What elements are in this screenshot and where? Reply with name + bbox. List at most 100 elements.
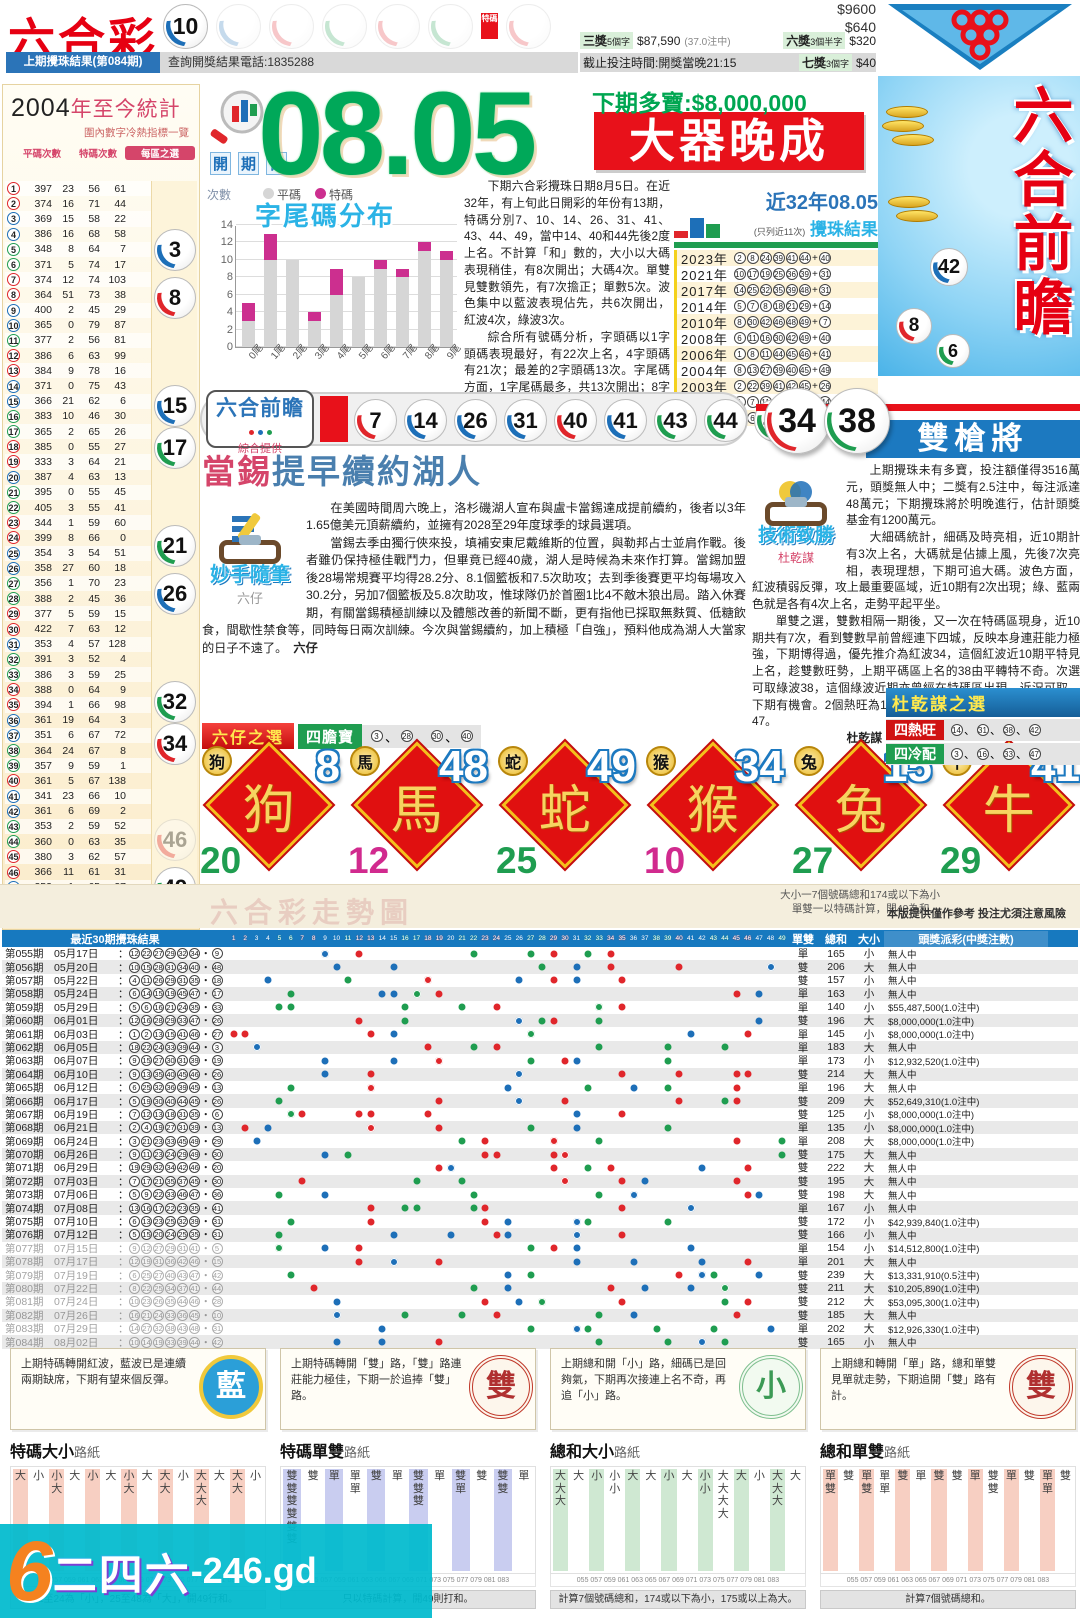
circled-number: 48 [211,961,223,973]
draw-date: 07月15日 [54,1242,99,1255]
matrix-column-number: 40 [675,935,683,942]
circled-number: 31 [819,284,832,296]
result-cell: 雙 [797,1216,809,1229]
stats-row: 43 353 2 59 52 [5,818,153,835]
circled-number: 3 [950,748,963,760]
matrix-column-number: 11 [344,935,352,942]
stats-value: 364 [34,288,52,301]
zodiac-badge: 猴 [646,746,676,776]
number-dot [721,1097,729,1105]
trend-grid: 單雙雙單雙單單雙單雙雙單雙雙單雙單單雙 [820,1466,1076,1574]
stats-value: 16 [114,364,126,377]
circled-number: 44 [189,1041,200,1053]
prize3-value: $87,590 [637,33,681,48]
number-dot [573,976,581,984]
matrix-column-number: 43 [709,935,718,942]
special-number-dot [515,1016,524,1025]
stats-value: 15 [62,212,74,225]
period-label: 第069期 [5,1135,44,1148]
circled-number: 46 [189,1028,200,1040]
period-label: 第071期 [5,1162,44,1175]
lottery-ball: 6 [936,334,970,368]
result-cell: 單 [797,1082,809,1095]
number-dot [573,1244,581,1252]
circled-number: 46 [772,316,785,328]
matrix-column-number: 4 [266,935,270,942]
period-label: 第065期 [5,1082,44,1095]
result-cell: $8,000,000(1.0注中) [888,1123,975,1135]
draw-date: 05月20日 [54,961,99,974]
seal-stamp-icon: 小 [739,1355,803,1419]
stats-value: 67 [88,774,100,787]
stats-value: 3 [68,653,74,666]
lottery-ball [322,3,367,49]
circled-number: 6 [211,1108,223,1120]
lottery-ball: 38 [824,388,890,454]
year-label: 2014年 [681,299,728,315]
number-dot [367,1070,375,1078]
stats-value: 38 [114,288,126,301]
mini-chart-icon [674,218,720,240]
stats-value: 59 [88,759,100,772]
liuzai-picks-label: 六仔之選 [202,723,295,749]
number-dot [527,950,535,958]
circled-number: 13 [211,1122,223,1134]
circled-number: 10 [733,268,746,280]
stats-value: 6 [68,805,74,818]
matrix-column-number: 10 [332,935,341,942]
result-cell: 175 [827,1148,845,1161]
stats-row: 29 377 5 59 15 [5,606,153,622]
circled-number: 26 [211,1095,223,1107]
dot-matrix-cell [228,1188,788,1201]
circled-number: 15 [211,1256,223,1268]
result-cell: 小 [863,1055,875,1068]
circled-number: 43 [177,1269,188,1281]
stats-value: 0 [120,531,126,544]
result-cell: $55,487,500(1.0注中) [888,1003,980,1015]
stats-value: 55 [88,486,100,499]
circled-number: 11 [141,974,152,986]
circled-number: 16 [141,1202,152,1214]
panel-note: 上期特碼轉開「雙」路，「雙」路連莊能力極佳，下期一於追捧「雙」路。雙 [280,1348,536,1430]
number-dot [630,1084,638,1092]
number-dot [618,1177,626,1185]
circled-number: 10 [211,1309,223,1321]
circled-number: 42 [785,332,798,344]
matrix-column-number: 30 [561,935,569,942]
number-dot [778,1151,786,1159]
circled-number: 29 [165,948,176,960]
number-dot [618,1070,626,1078]
result-cell: 大 [863,1282,875,1295]
draw-result-row: 第069期 06月24日： 3 21 23 33 45 49 ・ 29 單 208 大 $8,000,00… [2,1134,1078,1148]
dot-matrix-cell [228,1255,788,1268]
panel-caption: 計算7個號碼總和，174或以下為小，175或以上為大。 [550,1590,806,1609]
number-dot [470,950,478,958]
watermark-title: 六合彩走勢圖 [210,897,415,928]
forecast-paragraph: 下期六合彩攪珠日期8月5日。在近32年，有上旬此日開彩的年份有13期，特碼分別7… [464,179,670,327]
circled-number: 22 [141,1041,152,1053]
number-ball: 18 [7,440,20,454]
number-dot [367,1110,375,1118]
drawn-numbers: ： 3 21 23 33 45 49 ・ 29 [118,1135,223,1148]
number-dot [584,1164,592,1172]
zodiac-figure: 馬 [390,781,444,840]
circled-number: 39 [177,1336,188,1348]
number-ball: 28 [7,592,20,606]
matrix-column-number: 18 [424,935,432,942]
stats-value: 371 [34,258,52,271]
circled-number: 5 [733,300,746,312]
number-dot [595,1137,603,1145]
liuzai-picks-sub: 四膽寶 [298,723,363,749]
result-cell: $12,932,520(1.0注中) [888,1056,980,1068]
stats-value: 0 [68,319,74,332]
lottery-ball: 8 [896,308,932,344]
result-cell: 單 [797,1041,809,1054]
header-result-balls: 10 特碼 [163,2,551,50]
draw-result-row: 第070期 06月26日： 9 11 23 24 29 49 ・ 30 雙 175 大無人中 [2,1147,1078,1162]
circled-number: 29 [177,1149,188,1161]
dot-matrix-cell [228,1081,788,1094]
circled-number: 14 [141,988,152,1000]
draw-result-row: 第058期 05月24日 ： 6 14 15 19 45 47 ・ 17 單 163 小 無人中 [2,987,1078,1001]
zodiac-badge: 馬 [350,746,380,776]
stats-value: 31 [114,866,126,879]
